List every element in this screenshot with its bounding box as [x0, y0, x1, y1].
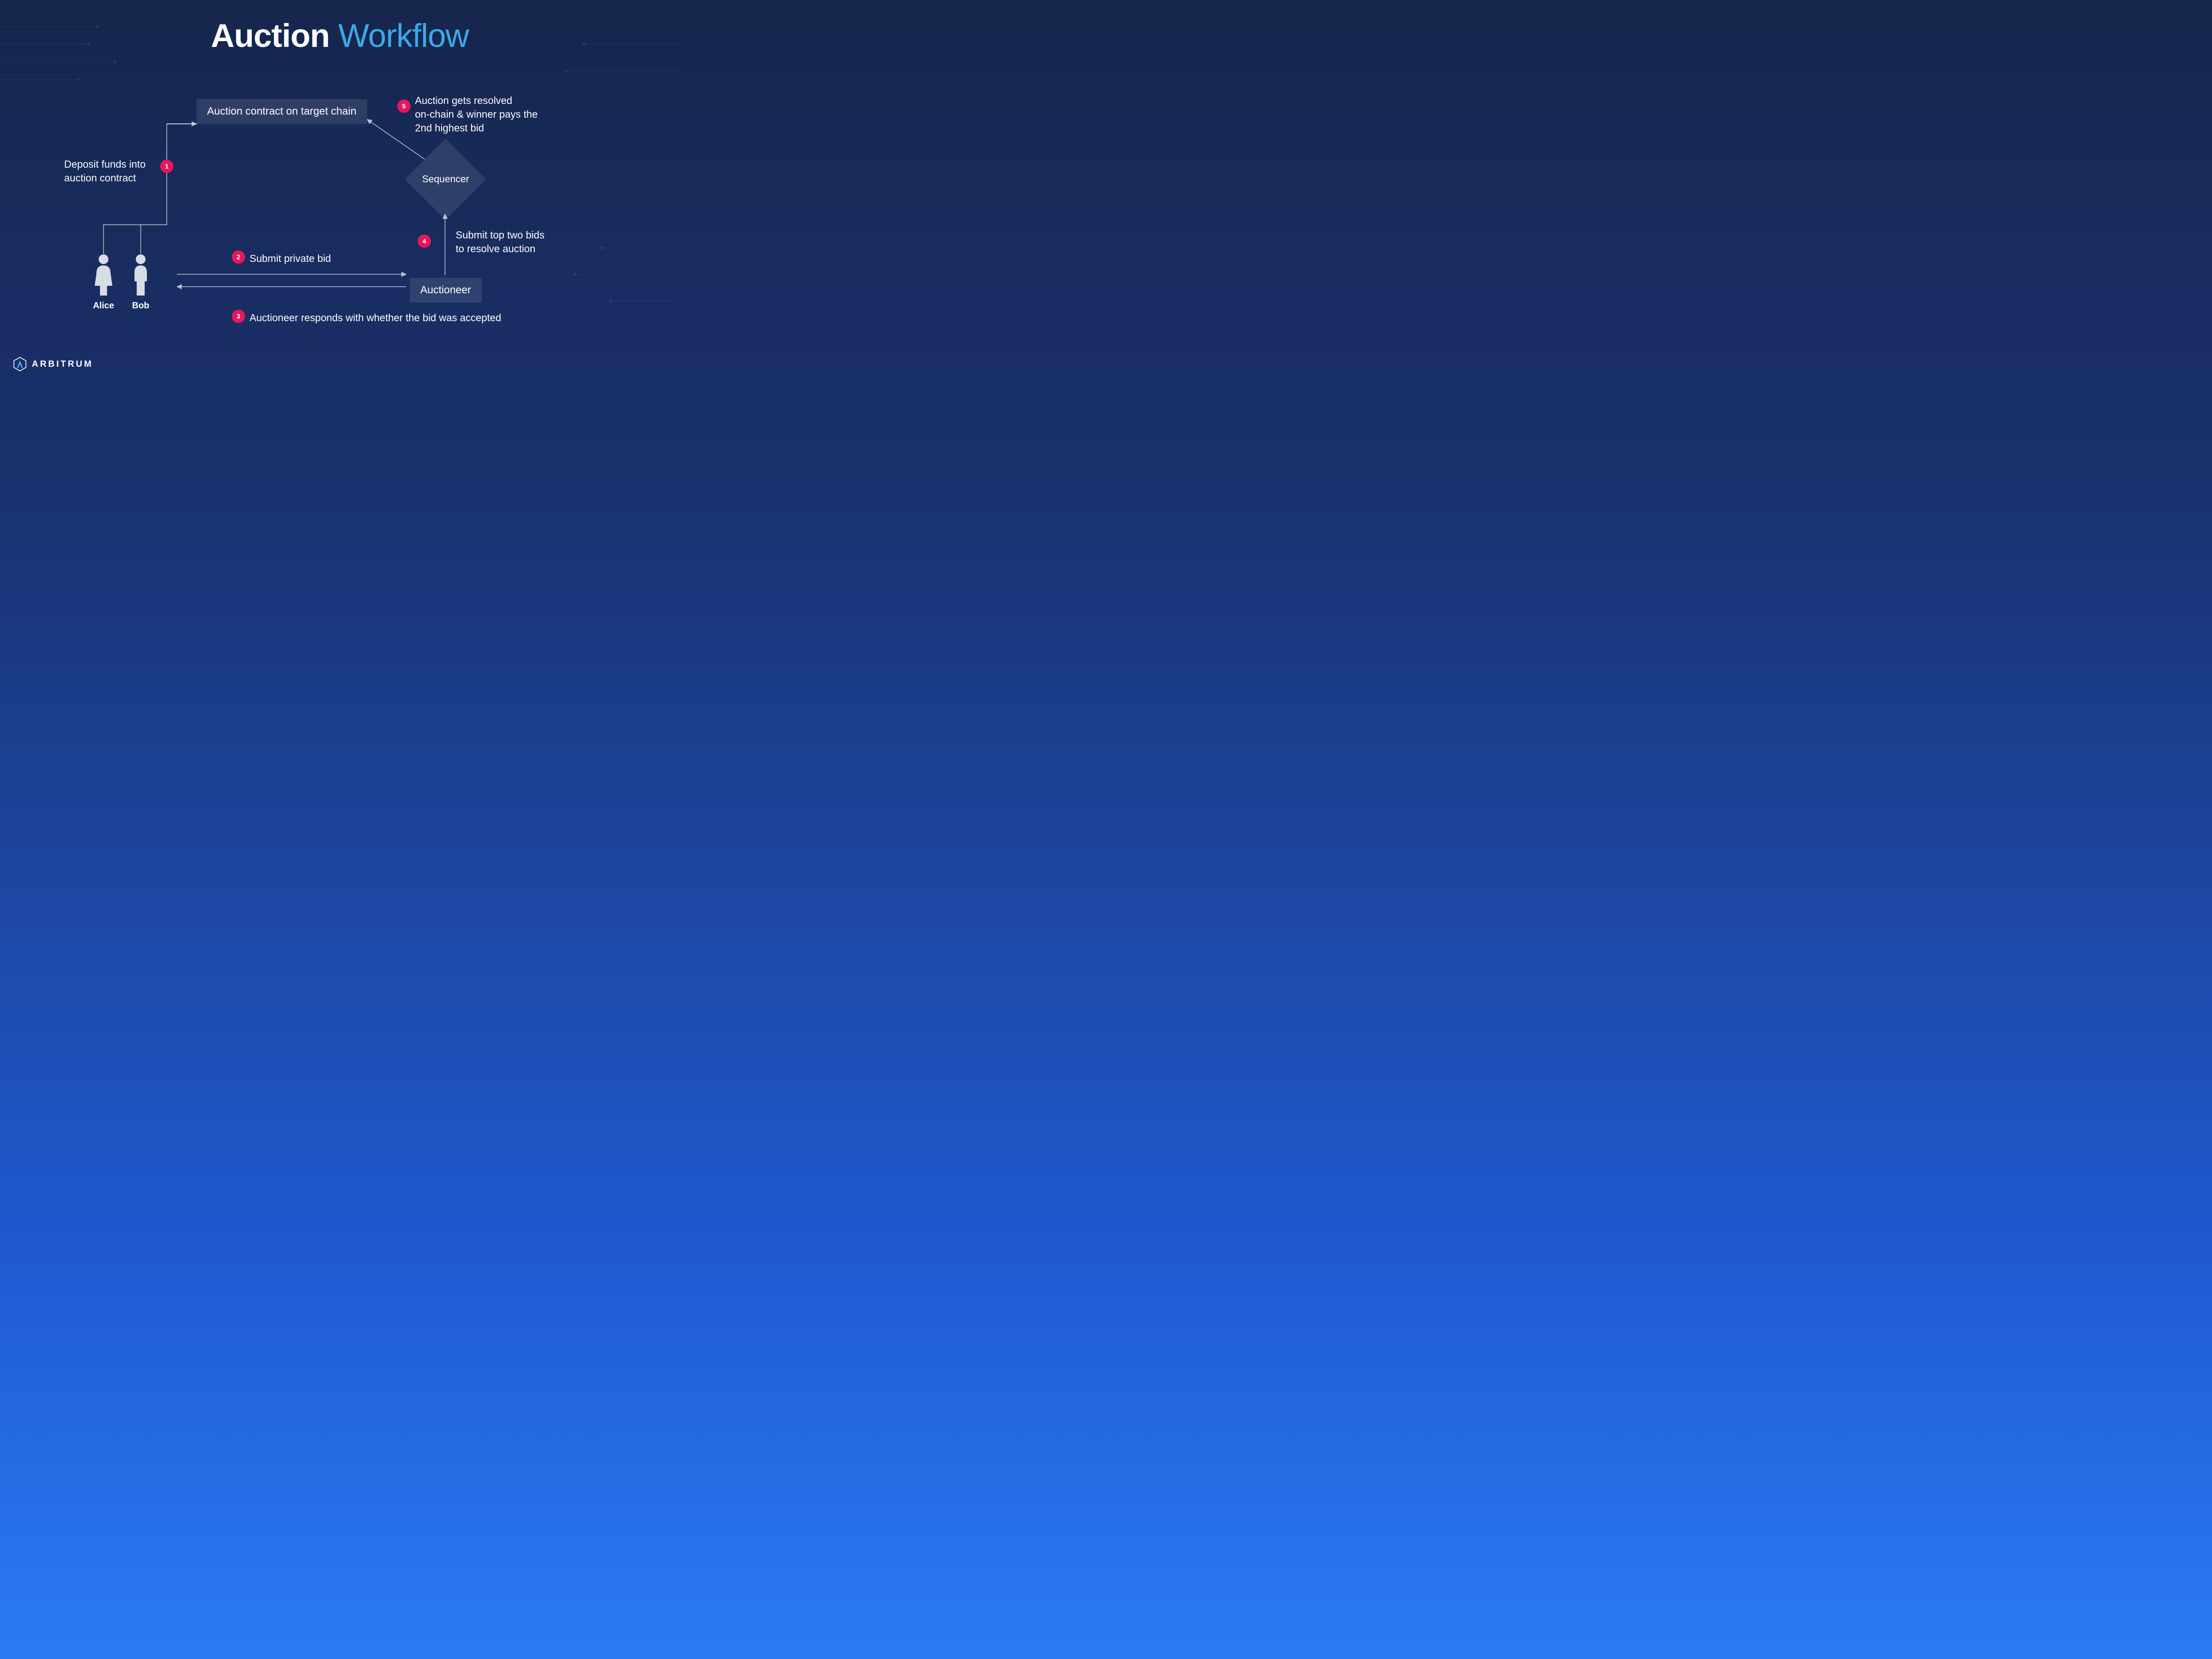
brand-text: ARBITRUM	[32, 359, 93, 369]
step-text-3: Auctioneer responds with whether the bid…	[250, 311, 501, 325]
title-bold: Auction	[211, 17, 330, 54]
arbitrum-logo-icon	[12, 357, 27, 372]
node-auctioneer: Auctioneer	[410, 278, 482, 303]
node-auction-contract: Auction contract on target chain	[196, 99, 367, 124]
node-sequencer: Sequencer	[405, 138, 486, 220]
step-text-1: Deposit funds into auction contract	[64, 157, 146, 185]
flow-edges	[0, 0, 680, 382]
step-badge-5: 5	[397, 100, 411, 113]
node-auction-contract-label: Auction contract on target chain	[207, 105, 357, 117]
actor-bob: Bob	[129, 254, 152, 311]
title-light: Workflow	[338, 17, 469, 54]
node-auctioneer-label: Auctioneer	[420, 284, 471, 296]
step-text-5: Auction gets resolved on-chain & winner …	[415, 94, 538, 135]
actor-bob-label: Bob	[129, 301, 152, 311]
step-text-4: Submit top two bids to resolve auction	[456, 228, 545, 256]
step-text-2: Submit private bid	[250, 252, 331, 265]
actor-alice-label: Alice	[92, 301, 115, 311]
female-icon	[92, 254, 115, 296]
page-title: Auction Workflow	[0, 17, 680, 54]
node-sequencer-label: Sequencer	[422, 173, 469, 185]
step-badge-1: 1	[160, 160, 173, 173]
step-badge-4: 4	[418, 234, 431, 248]
step-badge-2: 2	[232, 250, 245, 264]
male-icon	[129, 254, 152, 296]
background-circuit	[0, 0, 680, 382]
brand: ARBITRUM	[12, 357, 93, 372]
actor-alice: Alice	[92, 254, 115, 311]
step-badge-3: 3	[232, 310, 245, 323]
